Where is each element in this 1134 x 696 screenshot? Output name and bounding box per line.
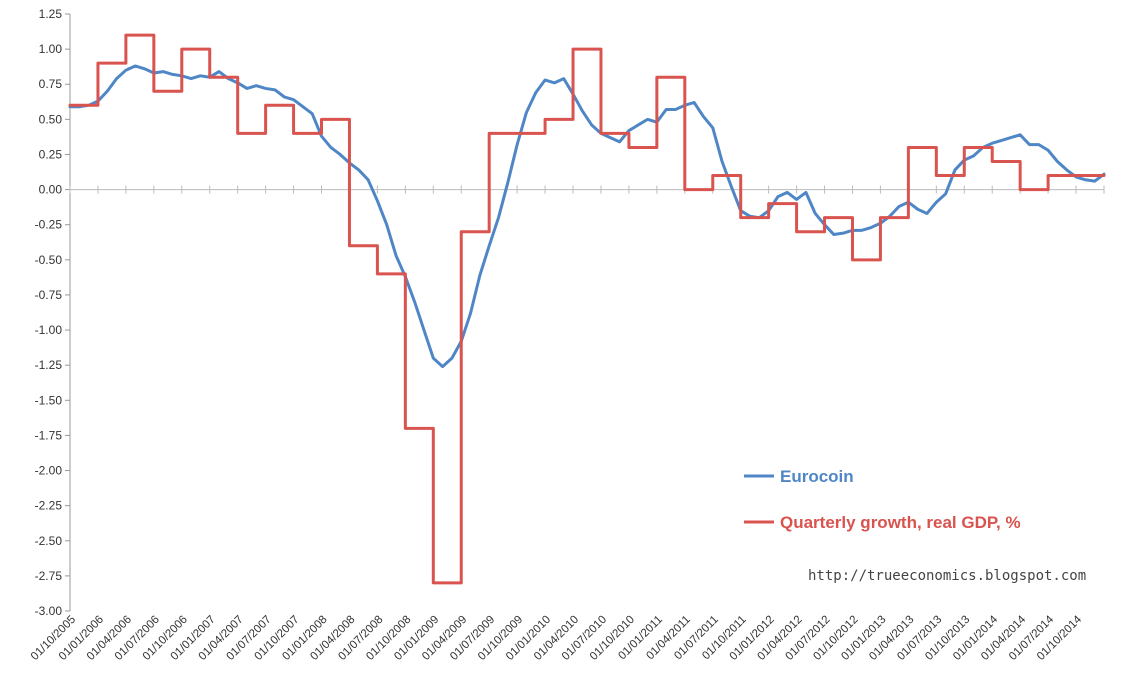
watermark: http://trueeconomics.blogspot.com xyxy=(808,568,1086,584)
legend-label-eurocoin: Eurocoin xyxy=(780,467,854,486)
y-tick-label: 0.50 xyxy=(39,112,63,126)
y-tick-label: 1.00 xyxy=(39,42,63,56)
legend-label-gdp: Quarterly growth, real GDP, % xyxy=(780,513,1021,532)
y-tick-label: -1.25 xyxy=(35,358,63,372)
y-tick-label: -2.00 xyxy=(35,464,63,478)
y-tick-label: -0.25 xyxy=(35,218,63,232)
y-tick-label: -1.50 xyxy=(35,393,63,407)
legend: Eurocoin Quarterly growth, real GDP, % xyxy=(744,467,1021,532)
series-line-gdp xyxy=(68,33,1106,585)
y-tick-label: 1.25 xyxy=(39,7,63,21)
y-tick-label: 0.00 xyxy=(39,183,63,197)
y-tick-label: -0.75 xyxy=(35,288,63,302)
y-tick-label: -3.00 xyxy=(35,604,63,618)
y-tick-label: -0.50 xyxy=(35,253,63,267)
y-tick-label: -1.00 xyxy=(35,323,63,337)
y-tick-label: -2.50 xyxy=(35,534,63,548)
y-tick-label: -2.75 xyxy=(35,569,63,583)
series-line-eurocoin xyxy=(68,64,1106,369)
x-axis: 01/10/200501/01/200601/04/200601/07/2006… xyxy=(29,185,1105,663)
y-tick-label: -2.25 xyxy=(35,499,63,513)
y-tick-label: 0.75 xyxy=(39,77,63,91)
y-tick-label: -1.75 xyxy=(35,428,63,442)
y-tick-label: 0.25 xyxy=(39,147,63,161)
y-axis: 1.25 1.00 0.75 0.50 0.25 0.00 -0.25 -0.50 -0.75 -… xyxy=(35,7,71,618)
series-layer xyxy=(68,33,1106,585)
